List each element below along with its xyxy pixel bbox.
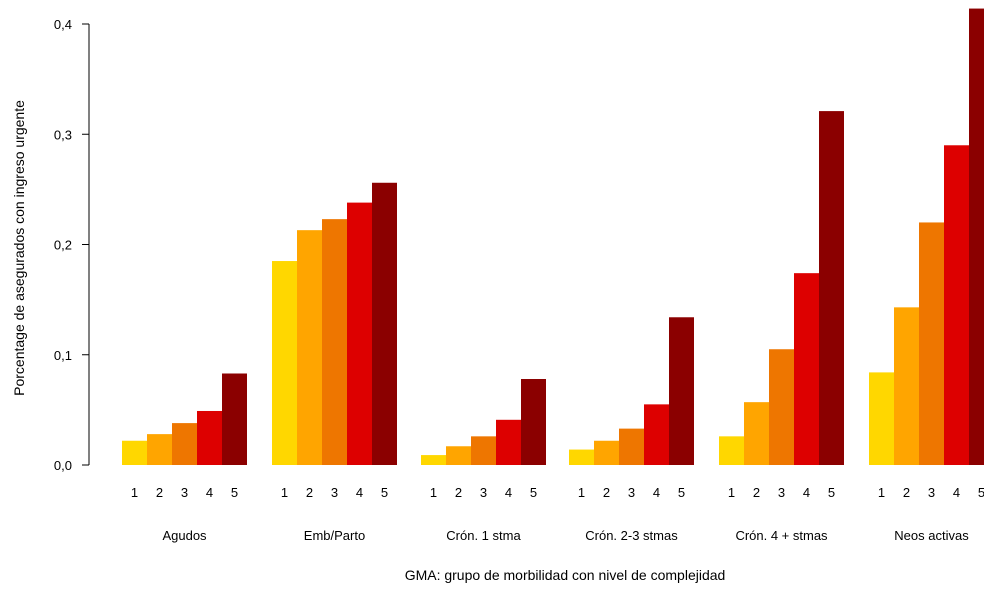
bar bbox=[147, 434, 172, 465]
bar bbox=[172, 423, 197, 465]
bar-tick-label: 5 bbox=[828, 485, 835, 500]
bar-group bbox=[272, 182, 397, 466]
bar-tick-label: 1 bbox=[281, 485, 288, 500]
bar bbox=[944, 145, 969, 465]
bar-tick-label: 3 bbox=[628, 485, 635, 500]
bar bbox=[719, 436, 744, 465]
bar bbox=[347, 202, 372, 466]
x-axis-title: GMA: grupo de morbilidad con nivel de co… bbox=[405, 567, 726, 583]
x-labels: 1 2 3 4 5 Agudos 1 2 3 4 5 Emb/Parto 1 2 3 4 5 Crón. 1 st… bbox=[131, 485, 984, 543]
bar-tick-label: 4 bbox=[356, 485, 363, 500]
group-label: Neos activas bbox=[894, 528, 969, 543]
bar-tick-label: 2 bbox=[903, 485, 910, 500]
bar-tick-label: 1 bbox=[578, 485, 585, 500]
y-tick-label: 0,1 bbox=[54, 348, 72, 363]
bar bbox=[421, 455, 446, 465]
bar bbox=[669, 317, 694, 465]
y-tick-label: 0,3 bbox=[54, 127, 72, 142]
bar-tick-label: 2 bbox=[753, 485, 760, 500]
group-label: Crón. 1 stma bbox=[446, 528, 521, 543]
bar bbox=[272, 261, 297, 465]
bar bbox=[521, 379, 546, 465]
bar bbox=[644, 404, 669, 465]
bar-tick-label: 2 bbox=[603, 485, 610, 500]
bar-tick-label: 5 bbox=[381, 485, 388, 500]
bar-tick-label: 3 bbox=[928, 485, 935, 500]
bar-tick-label: 1 bbox=[430, 485, 437, 500]
bar-tick-label: 4 bbox=[953, 485, 960, 500]
group-label: Crón. 2-3 stmas bbox=[585, 528, 678, 543]
bar-tick-label: 3 bbox=[331, 485, 338, 500]
bar bbox=[496, 419, 521, 465]
bar bbox=[197, 410, 222, 465]
bar bbox=[819, 111, 844, 465]
bar bbox=[372, 182, 397, 465]
bar bbox=[894, 307, 919, 465]
bar bbox=[322, 219, 347, 465]
bar bbox=[794, 273, 819, 465]
bar-tick-label: 1 bbox=[728, 485, 735, 500]
bar-tick-label: 1 bbox=[878, 485, 885, 500]
bar bbox=[594, 440, 619, 465]
bar bbox=[222, 373, 247, 465]
bar-group bbox=[569, 317, 694, 465]
bar bbox=[569, 449, 594, 465]
bar-tick-label: 3 bbox=[181, 485, 188, 500]
bar-tick-label: 4 bbox=[803, 485, 810, 500]
y-axis-title: Porcentage de asegurados con ingreso urg… bbox=[11, 100, 27, 396]
bar bbox=[619, 428, 644, 465]
bar-tick-label: 5 bbox=[678, 485, 685, 500]
bar-group bbox=[421, 379, 546, 465]
bar-group bbox=[869, 8, 984, 465]
group-label: Crón. 4 + stmas bbox=[735, 528, 828, 543]
bar-tick-label: 2 bbox=[306, 485, 313, 500]
bar-tick-label: 3 bbox=[778, 485, 785, 500]
y-tick-label: 0,0 bbox=[54, 458, 72, 473]
bar-tick-label: 5 bbox=[530, 485, 537, 500]
bar-tick-label: 4 bbox=[653, 485, 660, 500]
y-axis: 0,0 0,1 0,2 0,3 0,4 bbox=[54, 17, 90, 473]
bar bbox=[122, 440, 147, 465]
bar-tick-label: 5 bbox=[231, 485, 238, 500]
group-label: Agudos bbox=[162, 528, 207, 543]
bar bbox=[769, 349, 794, 465]
bar bbox=[471, 436, 496, 465]
y-tick-label: 0,4 bbox=[54, 17, 72, 32]
bar-tick-label: 2 bbox=[455, 485, 462, 500]
bar bbox=[446, 446, 471, 465]
group-label: Emb/Parto bbox=[304, 528, 365, 543]
bar-tick-label: 1 bbox=[131, 485, 138, 500]
bars-layer bbox=[122, 8, 984, 466]
bar bbox=[919, 222, 944, 465]
y-tick-label: 0,2 bbox=[54, 238, 72, 253]
bar-tick-label: 2 bbox=[156, 485, 163, 500]
bar bbox=[744, 402, 769, 465]
bar bbox=[297, 230, 322, 465]
bar-tick-label: 4 bbox=[206, 485, 213, 500]
bar-tick-label: 4 bbox=[505, 485, 512, 500]
bar-group bbox=[122, 373, 247, 465]
bar-tick-label: 3 bbox=[480, 485, 487, 500]
bar bbox=[869, 372, 894, 465]
bar-group bbox=[719, 111, 844, 465]
bar-tick-label: 5 bbox=[978, 485, 984, 500]
bar bbox=[969, 8, 984, 465]
